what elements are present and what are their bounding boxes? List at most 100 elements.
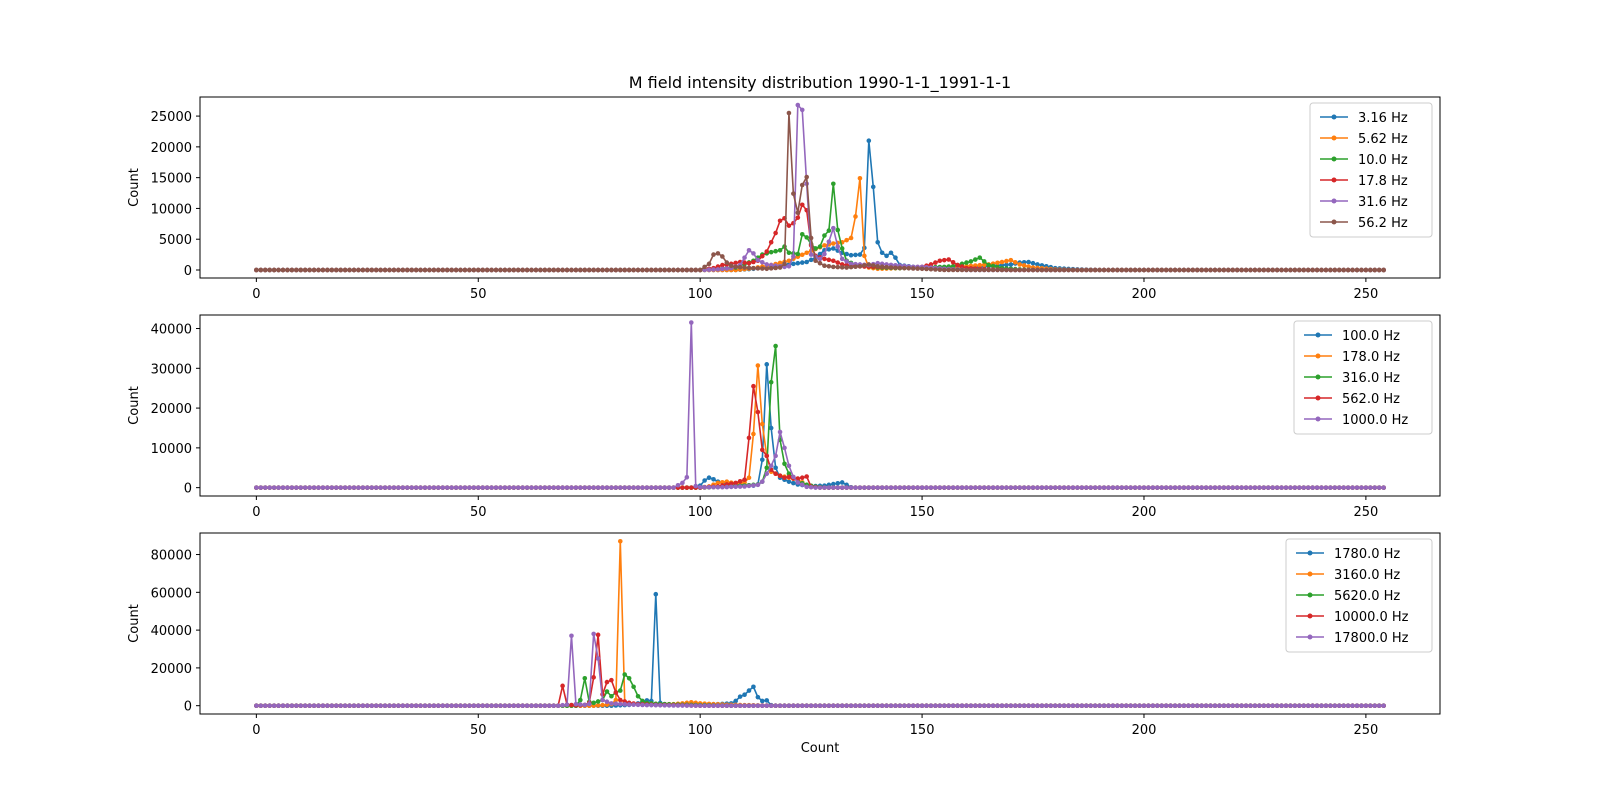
data-point (520, 267, 525, 273)
data-point (431, 485, 437, 490)
data-point (538, 267, 543, 273)
data-point (999, 259, 1005, 265)
data-point (711, 267, 716, 272)
data-point (1017, 703, 1023, 708)
data-point (1035, 703, 1040, 708)
data-point (680, 267, 685, 273)
data-point (542, 703, 548, 708)
data-point (826, 239, 832, 244)
data-point (706, 267, 712, 272)
y-tick-label: 10000 (151, 202, 192, 217)
data-point (768, 425, 774, 431)
data-point (1350, 267, 1355, 273)
data-point (595, 485, 601, 490)
data-point (751, 259, 756, 265)
data-point (875, 703, 880, 708)
data-point (1297, 485, 1302, 490)
data-point (325, 703, 330, 708)
data-point (764, 453, 770, 459)
data-point (573, 485, 579, 490)
data-point (316, 485, 321, 490)
data-point (995, 260, 1000, 266)
data-point (617, 485, 623, 490)
data-point (498, 267, 503, 273)
data-point (760, 447, 765, 453)
data-point (1354, 703, 1360, 708)
data-point (649, 267, 654, 273)
data-point (285, 267, 290, 273)
data-point (804, 484, 809, 490)
data-point (870, 703, 876, 708)
data-point (1212, 485, 1218, 490)
data-point (782, 261, 787, 267)
subplot-3: 0 50 100 150 200 250 0 20000 40000 60000 80000 Coun… (127, 532, 1441, 738)
data-point (795, 703, 801, 708)
data-point (378, 485, 383, 490)
data-point (1039, 485, 1045, 490)
data-point (702, 478, 707, 483)
data-point (1012, 485, 1018, 490)
series-17800-0-hz (254, 631, 1386, 708)
data-point (839, 246, 845, 251)
data-point (640, 267, 645, 273)
data-point (347, 703, 352, 708)
data-point (271, 267, 277, 273)
y-tick-label: 0 (184, 264, 192, 279)
data-point (1199, 267, 1204, 273)
data-point (1115, 703, 1120, 708)
data-point (1128, 267, 1133, 273)
data-point (347, 485, 352, 490)
data-point (1292, 703, 1298, 708)
data-point (480, 703, 486, 708)
data-point (1172, 267, 1178, 273)
data-point (733, 260, 738, 266)
data-point (1141, 703, 1147, 708)
data-point (560, 267, 565, 273)
data-point (1328, 703, 1333, 708)
data-point (933, 485, 938, 490)
data-point (1332, 267, 1338, 273)
data-point (262, 267, 268, 273)
x-tick-label: 200 (1132, 505, 1157, 520)
data-point (768, 262, 774, 268)
x-tick-label: 250 (1353, 723, 1378, 738)
data-point (831, 258, 836, 264)
data-point (276, 703, 281, 708)
data-point (844, 259, 849, 264)
data-point (444, 485, 450, 490)
data-point (644, 267, 650, 273)
data-point (808, 484, 814, 490)
data-point (977, 703, 983, 708)
data-point (311, 703, 317, 708)
data-point (600, 267, 605, 273)
data-point (879, 485, 885, 490)
data-point (1172, 485, 1178, 490)
data-point (1106, 485, 1111, 490)
data-point (919, 266, 925, 272)
data-point (1004, 267, 1009, 273)
data-point (786, 264, 792, 269)
data-point (746, 703, 752, 708)
data-point (795, 215, 801, 220)
data-point (382, 703, 388, 708)
data-point (848, 485, 854, 490)
data-point (1319, 703, 1324, 708)
data-point (746, 435, 752, 441)
data-point (1194, 267, 1200, 273)
data-point (600, 702, 605, 708)
data-point (1048, 485, 1054, 490)
data-point (946, 267, 951, 273)
data-point (1048, 267, 1054, 273)
data-point (1203, 703, 1209, 708)
data-point (1168, 703, 1173, 708)
data-point (684, 267, 690, 273)
legend-marker (1331, 219, 1337, 225)
data-point (502, 267, 508, 273)
data-point (400, 267, 406, 273)
data-point (968, 267, 974, 273)
data-point (764, 262, 770, 267)
data-point (835, 244, 841, 249)
data-point (1310, 267, 1315, 273)
data-point (737, 478, 743, 484)
data-point (773, 465, 778, 471)
